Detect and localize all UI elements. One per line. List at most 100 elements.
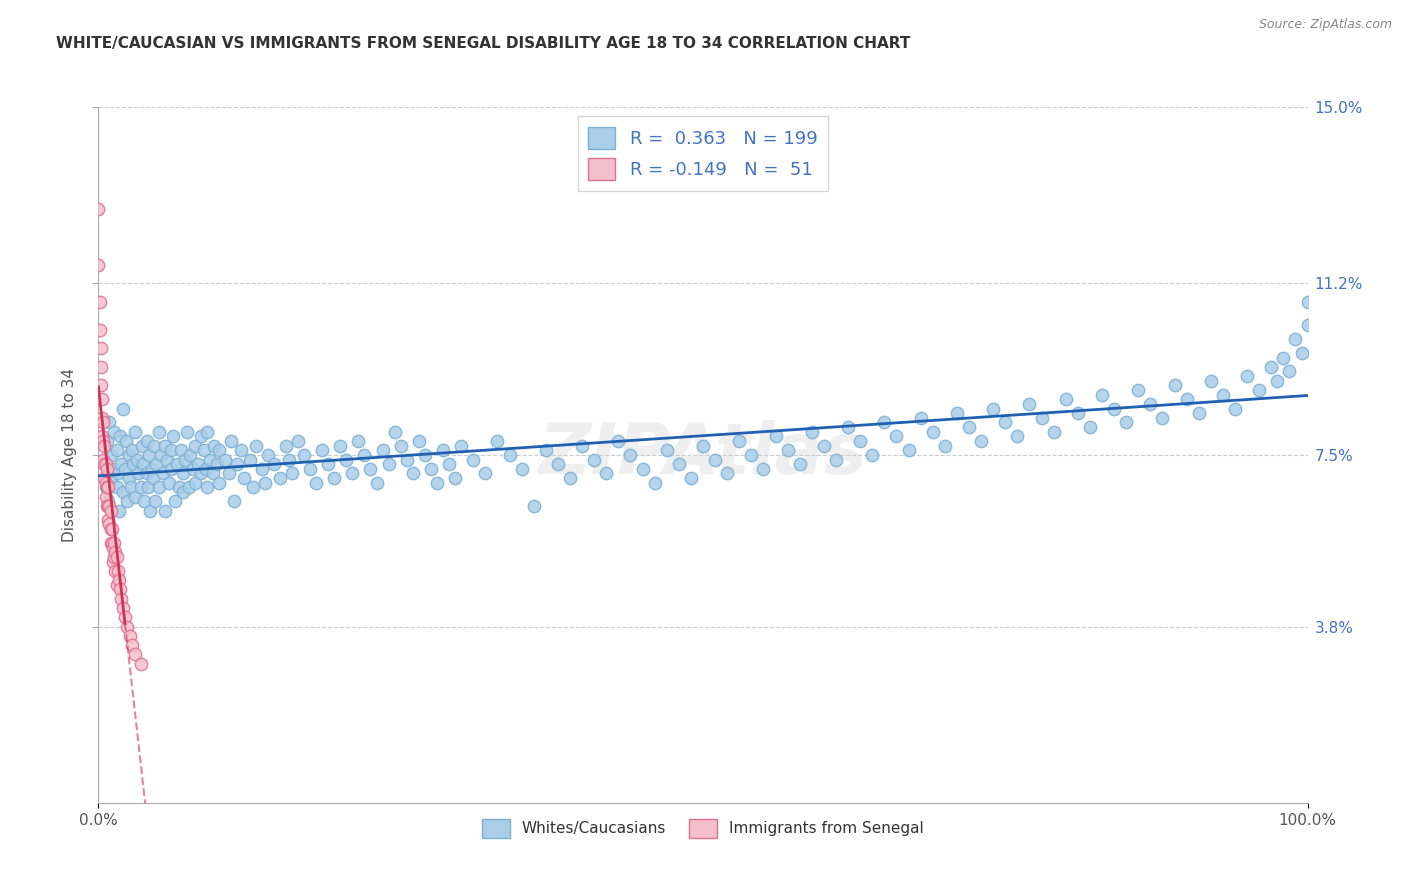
Point (148, 425, 170, 439)
Point (172, 467, 194, 481)
Point (91, 410, 114, 425)
Point (208, 443, 231, 458)
Point (571, 439, 593, 453)
Point (169, 443, 191, 458)
Point (534, 443, 557, 458)
Point (97, 499, 120, 513)
Point (118, 471, 141, 485)
Point (1272, 351, 1295, 365)
Point (94, 480, 117, 494)
Point (135, 467, 157, 481)
Point (274, 439, 297, 453)
Point (837, 420, 859, 434)
Point (100, 536, 122, 550)
Point (679, 471, 702, 485)
Point (371, 443, 394, 458)
Point (148, 480, 170, 494)
Point (100, 471, 122, 485)
Point (437, 457, 460, 471)
Point (278, 452, 301, 467)
Point (222, 494, 245, 508)
Point (432, 443, 454, 458)
Point (136, 480, 159, 494)
Point (110, 591, 132, 606)
Point (105, 549, 128, 564)
Point (172, 485, 194, 500)
Point (202, 467, 225, 481)
Point (245, 439, 267, 453)
Point (101, 462, 124, 476)
Point (389, 439, 412, 453)
Point (100, 522, 122, 536)
Point (94, 475, 117, 490)
Point (98, 499, 121, 513)
Point (1078, 420, 1101, 434)
Point (91, 429, 114, 443)
Point (143, 439, 166, 453)
Point (96, 434, 118, 448)
Point (463, 452, 485, 467)
Point (813, 439, 835, 453)
Point (111, 601, 134, 615)
Point (187, 457, 209, 471)
Point (152, 467, 174, 481)
Point (141, 462, 163, 476)
Point (395, 452, 418, 467)
Point (384, 425, 406, 439)
Point (1018, 397, 1040, 411)
Point (117, 494, 139, 508)
Point (124, 648, 146, 662)
Point (1175, 392, 1198, 407)
Point (127, 467, 149, 481)
Point (311, 443, 333, 458)
Point (1296, 318, 1319, 332)
Point (96, 480, 118, 494)
Point (110, 457, 132, 471)
Y-axis label: Disability Age 18 to 34: Disability Age 18 to 34 (62, 368, 77, 542)
Point (184, 475, 207, 490)
Point (1102, 401, 1125, 416)
Point (281, 467, 304, 481)
Point (1042, 425, 1064, 439)
Point (120, 480, 142, 494)
Point (716, 467, 738, 481)
Point (114, 462, 136, 476)
Point (107, 564, 129, 578)
Point (91, 392, 114, 407)
Point (342, 467, 364, 481)
Point (145, 457, 167, 471)
Point (474, 467, 496, 481)
Point (204, 439, 226, 453)
Point (242, 480, 264, 494)
Point (486, 434, 509, 448)
Point (825, 452, 848, 467)
Point (740, 448, 762, 462)
Point (91, 452, 114, 467)
Point (97, 494, 120, 508)
Point (668, 457, 690, 471)
Point (139, 503, 162, 517)
Legend: Whites/Caucasians, Immigrants from Senegal: Whites/Caucasians, Immigrants from Seneg… (477, 813, 929, 844)
Point (402, 467, 425, 481)
Point (239, 452, 262, 467)
Point (190, 429, 212, 443)
Point (174, 452, 197, 467)
Point (142, 471, 165, 485)
Point (305, 475, 328, 490)
Point (218, 467, 240, 481)
Point (129, 480, 152, 494)
Point (1249, 383, 1271, 397)
Point (91, 434, 114, 448)
Point (127, 452, 149, 467)
Point (1284, 332, 1306, 346)
Point (118, 629, 141, 643)
Point (135, 434, 157, 448)
Text: Source: ZipAtlas.com: Source: ZipAtlas.com (1258, 18, 1392, 31)
Point (1267, 374, 1289, 388)
Point (143, 494, 166, 508)
Point (655, 443, 678, 458)
Point (198, 452, 221, 467)
Point (287, 434, 309, 448)
Point (498, 448, 520, 462)
Point (221, 434, 243, 448)
